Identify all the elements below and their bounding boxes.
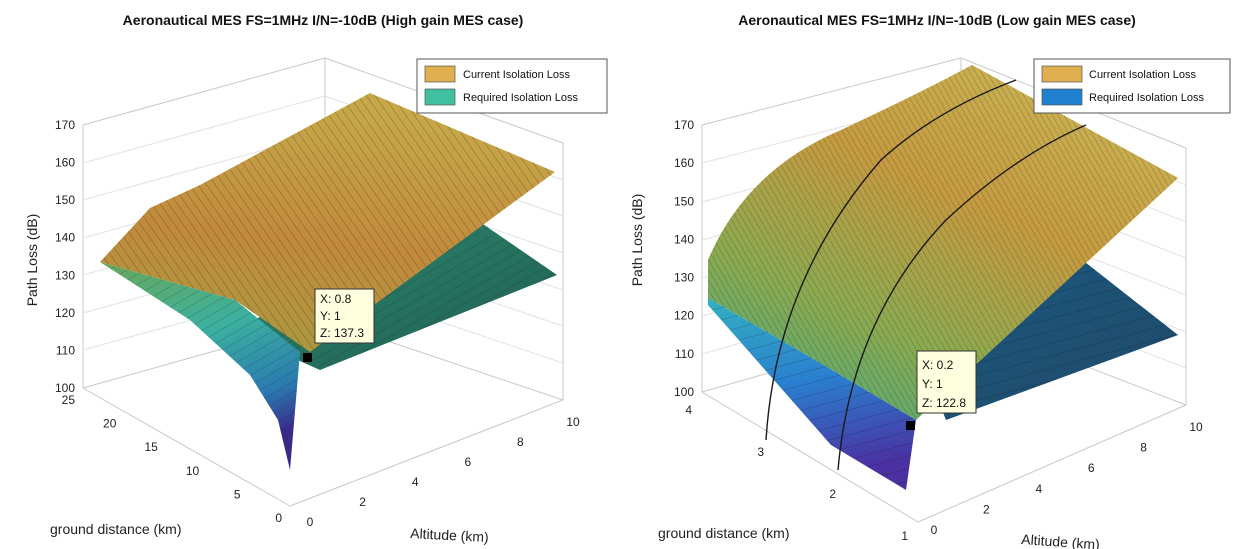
legend-swatch-current: [424, 65, 456, 83]
surface-current-isolation-loss: [708, 65, 1178, 490]
legend-swatch-current: [1041, 65, 1083, 83]
y-tick-labels: 1 2 3 4: [685, 403, 908, 543]
datatip-x-label: X: 0.2: [922, 358, 954, 372]
datatip-z-label: Z: 122.8: [922, 396, 966, 410]
y-tick-label: 1: [901, 529, 908, 543]
z-tick-label: 150: [674, 194, 694, 208]
chart-svg-low-gain: X: 0.2 Y: 1 Z: 122.8 Current Isolation L…: [629, 12, 1231, 549]
z-axis-label: Path Loss (dB): [629, 194, 645, 287]
z-tick-label: 160: [55, 156, 75, 170]
z-tick-label: 160: [674, 156, 694, 170]
legend-high-gain[interactable]: Current Isolation Loss Required Isolatio…: [416, 58, 608, 114]
x-axis-label: Altitude (km): [410, 525, 489, 545]
datatip-low-gain[interactable]: X: 0.2 Y: 1 Z: 122.8: [906, 350, 977, 430]
x-tick-label: 2: [983, 502, 990, 516]
x-tick-label: 10: [566, 415, 580, 429]
panel-divider: [612, 0, 616, 549]
chart-panel-high-gain: X: 0.8 Y: 1 Z: 137.3 Current Isolation L…: [0, 0, 612, 549]
datatip-marker: [303, 353, 312, 362]
y-tick-label: 25: [62, 393, 76, 407]
datatip-y-label: Y: 1: [320, 309, 341, 323]
z-tick-label: 140: [674, 232, 694, 246]
datatip-y-label: Y: 1: [922, 377, 943, 391]
y-tick-label: 4: [685, 403, 692, 417]
z-tick-label: 120: [674, 309, 694, 323]
x-tick-label: 6: [1088, 461, 1095, 475]
x-tick-label: 4: [412, 475, 419, 489]
datatip-x-label: X: 0.8: [320, 292, 352, 306]
z-tick-label: 170: [55, 118, 75, 132]
z-tick-label: 110: [56, 343, 75, 357]
y-tick-label: 10: [186, 464, 200, 478]
z-tick-label: 170: [674, 118, 694, 132]
x-tick-label: 4: [1035, 482, 1042, 496]
y-tick-label: 2: [829, 487, 836, 501]
z-tick-labels: 100 110 120 130 140 150 160 170: [55, 118, 75, 395]
z-tick-labels: 100 110 120 130 140 150 160 170: [674, 118, 694, 399]
surface-required-isolation-loss: [916, 255, 1178, 420]
y-tick-label: 15: [144, 440, 158, 454]
x-tick-labels: 0 2 4 6 8 10: [931, 420, 1203, 537]
legend-label-current: Current Isolation Loss: [1089, 69, 1196, 81]
datatip-marker: [906, 421, 915, 430]
chart-panel-low-gain: X: 0.2 Y: 1 Z: 122.8 Current Isolation L…: [616, 0, 1233, 549]
x-tick-label: 10: [1189, 420, 1203, 434]
datatip-high-gain[interactable]: X: 0.8 Y: 1 Z: 137.3: [303, 288, 375, 362]
chart-title: Aeronautical MES FS=1MHz I/N=-10dB (High…: [123, 12, 524, 28]
z-tick-label: 100: [674, 385, 694, 399]
x-tick-label: 8: [517, 435, 524, 449]
z-tick-label: 120: [55, 306, 75, 320]
z-tick-label: 110: [675, 347, 694, 361]
datatip-z-label: Z: 137.3: [320, 326, 364, 340]
z-tick-label: 100: [55, 381, 75, 395]
x-tick-label: 0: [307, 515, 314, 529]
z-axis-label: Path Loss (dB): [24, 214, 40, 307]
x-tick-labels: 0 2 4 6 8 10: [307, 415, 580, 529]
y-tick-label: 0: [275, 511, 282, 525]
legend-label-required: Required Isolation Loss: [463, 92, 578, 104]
y-tick-label: 3: [757, 445, 764, 459]
x-tick-label: 6: [464, 455, 471, 469]
y-axis-label: ground distance (km): [658, 525, 790, 541]
surface-current-isolation-loss: [100, 93, 555, 470]
chart-title: Aeronautical MES FS=1MHz I/N=-10dB (Low …: [738, 12, 1136, 28]
x-axis-label: Altitude (km): [1021, 531, 1101, 549]
x-tick-label: 8: [1140, 441, 1147, 455]
x-tick-label: 0: [931, 523, 938, 537]
z-tick-label: 130: [674, 271, 694, 285]
legend-swatch-required: [1041, 88, 1083, 106]
z-tick-label: 140: [55, 231, 75, 245]
y-tick-label: 5: [234, 487, 241, 501]
z-tick-label: 130: [55, 268, 75, 282]
legend-low-gain[interactable]: Current Isolation Loss Required Isolatio…: [1033, 58, 1231, 114]
z-tick-label: 150: [55, 193, 75, 207]
chart-svg-high-gain: X: 0.8 Y: 1 Z: 137.3 Current Isolation L…: [24, 12, 608, 545]
x-tick-label: 2: [359, 495, 366, 509]
legend-label-current: Current Isolation Loss: [463, 69, 570, 81]
y-axis-label: ground distance (km): [50, 521, 182, 537]
legend-swatch-required: [424, 88, 456, 106]
y-tick-labels: 0 5 10 15 20 25: [62, 393, 283, 525]
y-tick-label: 20: [103, 417, 117, 431]
legend-label-required: Required Isolation Loss: [1089, 92, 1204, 104]
